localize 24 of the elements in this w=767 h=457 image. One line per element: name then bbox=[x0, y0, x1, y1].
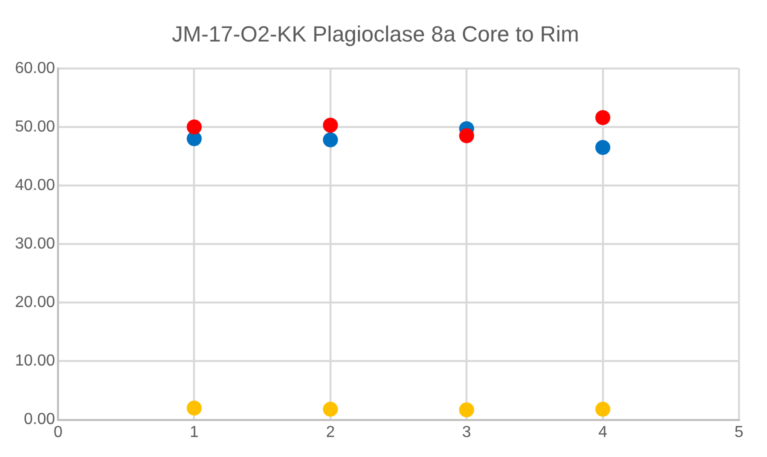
y-tick-label: 40.00 bbox=[14, 176, 56, 194]
point bbox=[595, 140, 610, 155]
x-tick-label: 0 bbox=[54, 424, 63, 441]
y-tick-label: 60.00 bbox=[14, 60, 56, 77]
y-tick-label: 20.00 bbox=[14, 294, 56, 312]
y-tick-label: 10.00 bbox=[14, 352, 56, 370]
x-tick-label: 3 bbox=[462, 424, 472, 441]
y-tick-label: 30.00 bbox=[14, 236, 56, 253]
point bbox=[322, 132, 338, 148]
y-tick-label: 50.00 bbox=[14, 118, 56, 136]
point bbox=[595, 402, 610, 417]
point bbox=[322, 118, 338, 133]
point bbox=[322, 402, 338, 417]
point bbox=[459, 128, 474, 144]
x-tick-label: 5 bbox=[734, 424, 744, 441]
point bbox=[459, 402, 474, 418]
y-tick-label: 0.00 bbox=[24, 411, 56, 428]
x-tick-label: 2 bbox=[326, 424, 335, 441]
x-tick-label: 1 bbox=[190, 424, 199, 441]
point bbox=[186, 119, 202, 134]
chart-title: JM-17-O2-KK Plagioclase 8a Core to Rim bbox=[172, 21, 580, 46]
point bbox=[186, 400, 202, 416]
point bbox=[595, 110, 610, 126]
x-tick-label: 4 bbox=[598, 424, 608, 441]
